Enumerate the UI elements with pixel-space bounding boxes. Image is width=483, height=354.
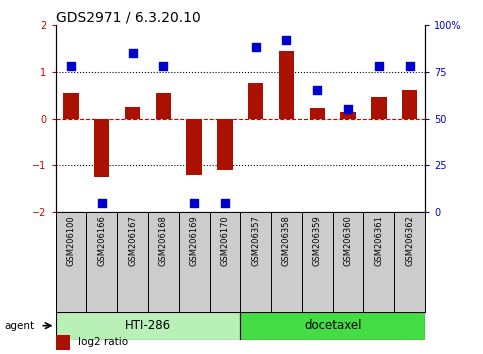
- Point: [406, 63, 413, 69]
- Bar: [371, 97, 386, 119]
- Text: GSM206168: GSM206168: [159, 215, 168, 266]
- Bar: [186, 119, 202, 175]
- Text: GSM206170: GSM206170: [220, 215, 229, 266]
- Text: GSM206361: GSM206361: [374, 215, 384, 266]
- Text: agent: agent: [5, 321, 35, 331]
- Text: GSM206166: GSM206166: [97, 215, 106, 266]
- Point: [344, 106, 352, 112]
- Text: GSM206359: GSM206359: [313, 215, 322, 266]
- Bar: [248, 84, 263, 119]
- Point: [313, 87, 321, 93]
- Text: GSM206167: GSM206167: [128, 215, 137, 266]
- Bar: [63, 93, 79, 119]
- Text: GSM206100: GSM206100: [67, 215, 75, 266]
- Point: [128, 50, 136, 56]
- Text: GSM206360: GSM206360: [343, 215, 353, 266]
- Bar: [125, 107, 140, 119]
- Point: [190, 200, 198, 206]
- Bar: [310, 108, 325, 119]
- Text: log2 ratio: log2 ratio: [78, 337, 128, 347]
- Point: [375, 63, 383, 69]
- Bar: [56, 335, 71, 350]
- Point: [252, 45, 259, 50]
- Text: GSM206357: GSM206357: [251, 215, 260, 266]
- Bar: [56, 312, 241, 340]
- Text: GSM206169: GSM206169: [190, 215, 199, 266]
- Bar: [240, 312, 425, 340]
- Bar: [217, 119, 233, 170]
- Text: HTI-286: HTI-286: [125, 319, 171, 332]
- Point: [221, 200, 229, 206]
- Bar: [402, 90, 417, 119]
- Text: GDS2971 / 6.3.20.10: GDS2971 / 6.3.20.10: [56, 11, 200, 25]
- Bar: [94, 119, 110, 177]
- Text: GSM206362: GSM206362: [405, 215, 414, 266]
- Text: GSM206358: GSM206358: [282, 215, 291, 266]
- Point: [98, 200, 106, 206]
- Bar: [156, 93, 171, 119]
- Point: [67, 63, 75, 69]
- Point: [159, 63, 167, 69]
- Text: docetaxel: docetaxel: [304, 319, 361, 332]
- Bar: [279, 51, 294, 119]
- Bar: [341, 112, 356, 119]
- Point: [283, 37, 290, 42]
